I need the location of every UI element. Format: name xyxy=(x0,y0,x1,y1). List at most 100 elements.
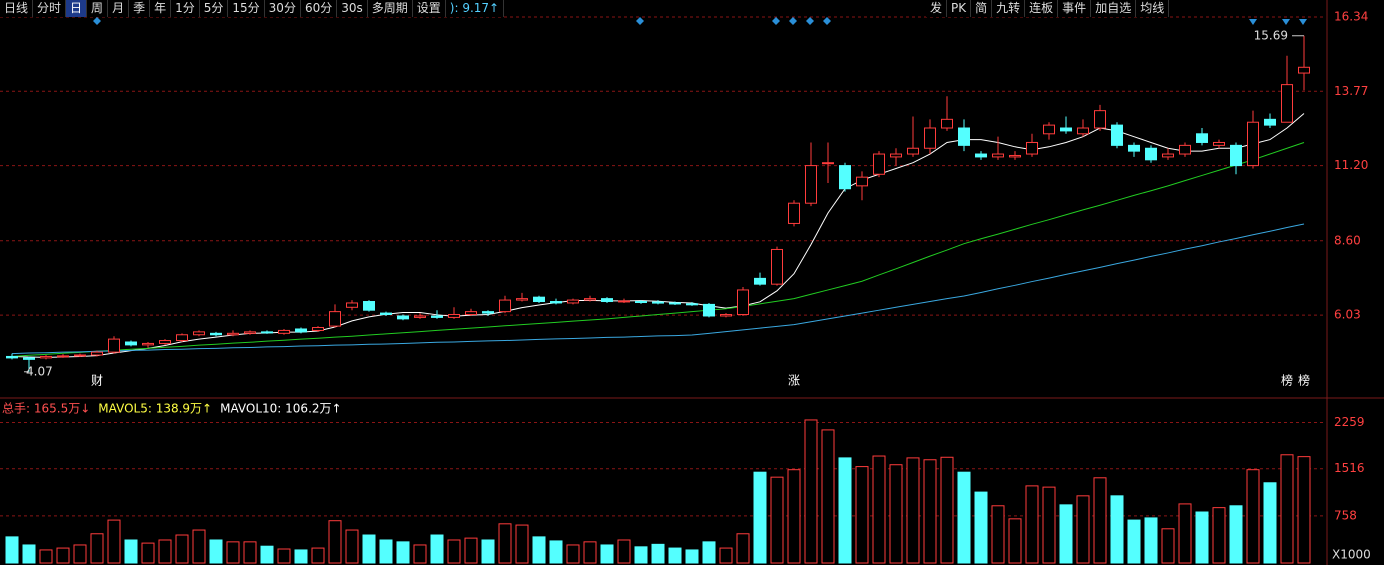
event-marker: 涨 xyxy=(788,373,800,388)
volume-bar xyxy=(1042,486,1056,564)
volume-bar xyxy=(1212,507,1226,564)
volume-bar xyxy=(566,544,580,564)
candle-body xyxy=(669,302,681,305)
candle-body xyxy=(193,331,205,336)
candle-body xyxy=(1213,141,1225,146)
toolbar-button[interactable]: 30s xyxy=(337,0,368,17)
volume-bar xyxy=(226,541,240,564)
volume-bar xyxy=(1008,518,1022,564)
diamond-icon xyxy=(806,17,814,25)
candle-body xyxy=(805,165,817,204)
candle-body xyxy=(737,289,749,316)
toolbar-button[interactable]: 简 xyxy=(971,0,993,17)
candle-body xyxy=(1145,147,1157,161)
toolbar-button[interactable]: 15分 xyxy=(228,0,265,17)
candle-body xyxy=(1264,118,1276,126)
toolbar-button[interactable]: 季 xyxy=(129,0,151,17)
candle-body xyxy=(431,315,443,318)
toolbar-button[interactable]: 30分 xyxy=(265,0,301,17)
volume-legend: MAVOL10: 106.2万↑ xyxy=(220,402,341,416)
toolbar-button[interactable]: 60分 xyxy=(301,0,338,17)
candle-body xyxy=(1111,124,1123,146)
volume-bar xyxy=(974,491,988,564)
toolbar-button[interactable]: 年 xyxy=(150,0,172,17)
y-tick-label: 6.03 xyxy=(1334,308,1361,322)
diamond-icon xyxy=(772,17,780,25)
volume-unit: X1000 xyxy=(1332,548,1371,562)
diamond-icon xyxy=(789,17,797,25)
volume-bar xyxy=(277,548,291,564)
volume-bar xyxy=(736,533,750,564)
toolbar-button[interactable]: 发 xyxy=(926,0,948,17)
candle-body xyxy=(346,302,358,308)
volume-bar xyxy=(821,429,835,564)
volume-bar xyxy=(1263,482,1277,564)
candle-body xyxy=(23,357,35,360)
candle-body xyxy=(74,354,86,357)
candle-body xyxy=(873,153,885,175)
candle-body xyxy=(686,303,698,306)
toolbar-button[interactable]: 设置 xyxy=(413,0,446,17)
toolbar-button[interactable]: 日 xyxy=(66,0,88,17)
candle-body xyxy=(397,315,409,320)
volume-bar xyxy=(702,541,716,564)
volume-bar xyxy=(719,547,733,564)
toolbar-button[interactable]: 5分 xyxy=(200,0,229,17)
candle-body xyxy=(584,298,596,301)
triangle-icon xyxy=(1299,19,1307,25)
toolbar-button[interactable]: 1分 xyxy=(171,0,200,17)
volume-bar xyxy=(1246,469,1260,564)
toolbar-button[interactable]: 连板 xyxy=(1025,0,1059,17)
volume-bar xyxy=(1093,477,1107,564)
volume-bar xyxy=(651,543,665,564)
volume-bar xyxy=(1025,485,1039,564)
volume-bar xyxy=(328,520,342,564)
toolbar-button[interactable]: 分时 xyxy=(33,0,67,17)
candle-body xyxy=(448,314,460,318)
volume-bar xyxy=(124,539,138,564)
volume-bar xyxy=(838,457,852,564)
candle-body xyxy=(550,301,562,304)
volume-bar xyxy=(90,533,104,564)
toolbar-button[interactable]: 日线 xyxy=(0,0,34,17)
volume-bar xyxy=(362,534,376,564)
diamond-icon xyxy=(93,17,101,25)
candle-body xyxy=(635,301,647,304)
candle-body xyxy=(1128,144,1140,152)
candle-body xyxy=(91,351,103,356)
candle-body xyxy=(907,147,919,155)
event-marker: 榜 xyxy=(1281,373,1293,388)
toolbar-button[interactable]: 均线 xyxy=(1136,0,1170,17)
candle-body xyxy=(516,298,528,301)
volume-bar xyxy=(1178,503,1192,564)
volume-bar xyxy=(481,539,495,564)
toolbar-button[interactable]: 多周期 xyxy=(368,0,413,17)
volume-bar xyxy=(56,547,70,564)
volume-bar xyxy=(1195,511,1209,564)
toolbar-button[interactable]: PK xyxy=(947,0,972,17)
volume-bar xyxy=(141,542,155,564)
moving-average xyxy=(11,223,1305,355)
candle-body xyxy=(567,299,579,304)
toolbar-button[interactable]: 月 xyxy=(108,0,130,17)
volume-bar xyxy=(158,539,172,564)
candle-body xyxy=(975,153,987,158)
toolbar-button[interactable]: 加自选 xyxy=(1091,0,1137,17)
candle-body xyxy=(1009,154,1021,158)
candle-body xyxy=(703,303,715,317)
toolbar-button[interactable]: 周 xyxy=(87,0,109,17)
volume-bar xyxy=(73,544,87,564)
volume-bar xyxy=(753,471,767,564)
toolbar-button[interactable]: ): 9.17↑ xyxy=(446,0,505,17)
toolbar-button[interactable]: 九转 xyxy=(992,0,1026,17)
volume-bar xyxy=(668,547,682,564)
candle-body xyxy=(125,341,137,346)
candle-body xyxy=(499,299,511,313)
candle-body xyxy=(227,332,239,336)
diamond-icon xyxy=(823,17,831,25)
volume-bar xyxy=(617,539,631,564)
volume-bar xyxy=(192,529,206,564)
toolbar-button[interactable]: 事件 xyxy=(1058,0,1092,17)
volume-bar xyxy=(855,466,869,564)
